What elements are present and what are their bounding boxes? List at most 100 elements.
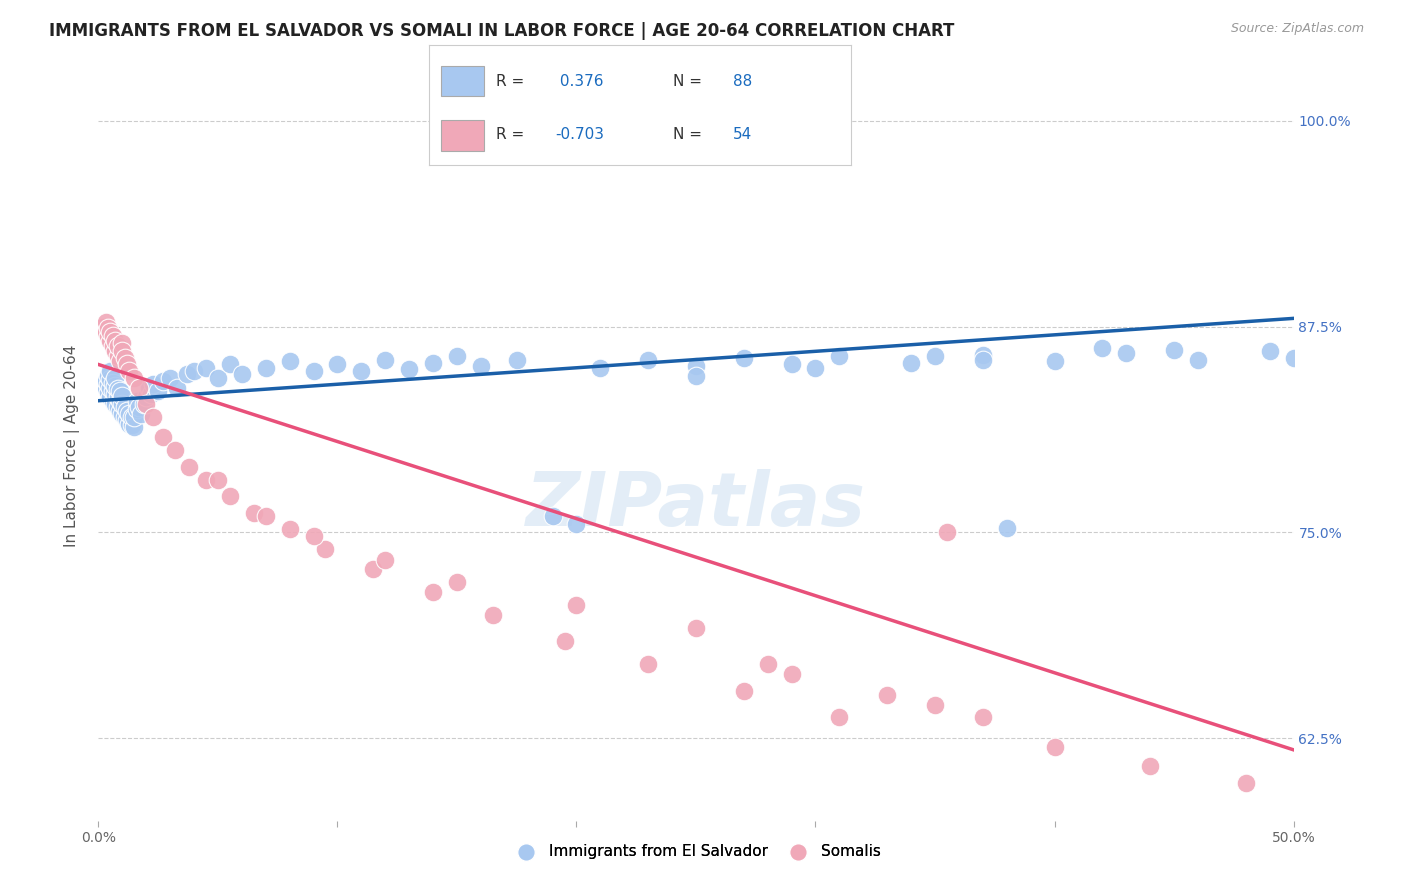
Point <box>183 364 205 378</box>
Point <box>118 407 141 421</box>
Point <box>142 377 165 392</box>
Point <box>98 372 122 386</box>
Point <box>142 410 165 425</box>
Point <box>972 348 994 362</box>
Point <box>374 553 396 567</box>
Point <box>114 351 136 365</box>
Point <box>118 417 141 431</box>
Point <box>135 397 157 411</box>
Point <box>195 360 218 375</box>
Point <box>104 370 127 384</box>
Point <box>254 508 277 523</box>
Y-axis label: In Labor Force | Age 20-64: In Labor Force | Age 20-64 <box>63 345 80 547</box>
Point <box>326 358 349 372</box>
Text: 54: 54 <box>733 127 752 142</box>
Point <box>132 397 155 411</box>
Point <box>278 522 301 536</box>
Point <box>506 352 529 367</box>
Point <box>446 574 468 589</box>
Point <box>554 634 576 648</box>
Point <box>108 354 131 368</box>
Point <box>685 621 707 635</box>
Point <box>114 401 136 415</box>
Point <box>972 710 994 724</box>
Point <box>135 391 157 405</box>
Point <box>302 364 325 378</box>
Point <box>97 321 120 335</box>
Point <box>114 410 136 425</box>
Point <box>176 368 198 382</box>
Point <box>152 374 174 388</box>
Point <box>104 334 127 349</box>
Point <box>972 352 994 367</box>
Point <box>128 380 150 394</box>
Point <box>97 377 120 392</box>
Point <box>104 387 127 401</box>
Point <box>1139 759 1161 773</box>
Point <box>1043 354 1066 368</box>
Point <box>108 393 131 408</box>
Point <box>828 349 851 363</box>
Point <box>94 315 117 329</box>
Point <box>1234 776 1257 790</box>
Text: 0.376: 0.376 <box>555 74 603 89</box>
Point <box>107 382 129 396</box>
Point <box>111 407 134 421</box>
Point <box>231 368 253 382</box>
Point <box>107 391 129 405</box>
Point <box>1258 344 1281 359</box>
Point <box>121 418 143 433</box>
Point <box>446 349 468 363</box>
Point <box>756 657 779 672</box>
Point <box>685 369 707 384</box>
Point <box>124 420 146 434</box>
Point <box>125 393 148 408</box>
Point <box>219 489 242 503</box>
Point <box>780 667 803 681</box>
Point <box>565 517 588 532</box>
Point <box>124 370 146 384</box>
Point <box>733 683 755 698</box>
Point <box>470 359 492 373</box>
Point <box>637 657 659 672</box>
Point <box>1091 341 1114 355</box>
Point <box>315 541 337 556</box>
Text: R =: R = <box>496 74 530 89</box>
Point <box>115 403 138 417</box>
Point <box>481 607 505 622</box>
Point <box>565 598 588 612</box>
Point <box>107 339 129 353</box>
Point <box>104 344 127 359</box>
Point <box>94 380 117 394</box>
Point <box>163 443 186 458</box>
Point <box>97 369 120 384</box>
Point <box>541 508 564 523</box>
Point <box>118 364 141 378</box>
Legend: Immigrants from El Salvador, Somalis: Immigrants from El Salvador, Somalis <box>505 838 887 865</box>
Point <box>115 358 138 372</box>
Point <box>159 370 181 384</box>
Point <box>98 325 122 339</box>
Point <box>107 401 129 415</box>
Point <box>924 349 946 363</box>
Point <box>94 325 117 339</box>
Point <box>422 584 444 599</box>
Point <box>98 380 122 394</box>
Point <box>148 384 170 398</box>
Point <box>637 352 659 367</box>
Point <box>876 689 898 703</box>
Point <box>91 319 114 334</box>
Point <box>98 334 122 349</box>
Point <box>254 360 277 375</box>
Point <box>1163 343 1185 357</box>
Point <box>101 384 124 398</box>
Point <box>207 473 229 487</box>
Point <box>900 356 922 370</box>
Point <box>101 376 124 390</box>
Point <box>166 380 188 394</box>
Point <box>111 344 134 359</box>
Point <box>350 364 373 378</box>
Point <box>138 380 160 394</box>
Point <box>111 389 134 403</box>
Point <box>121 410 143 425</box>
